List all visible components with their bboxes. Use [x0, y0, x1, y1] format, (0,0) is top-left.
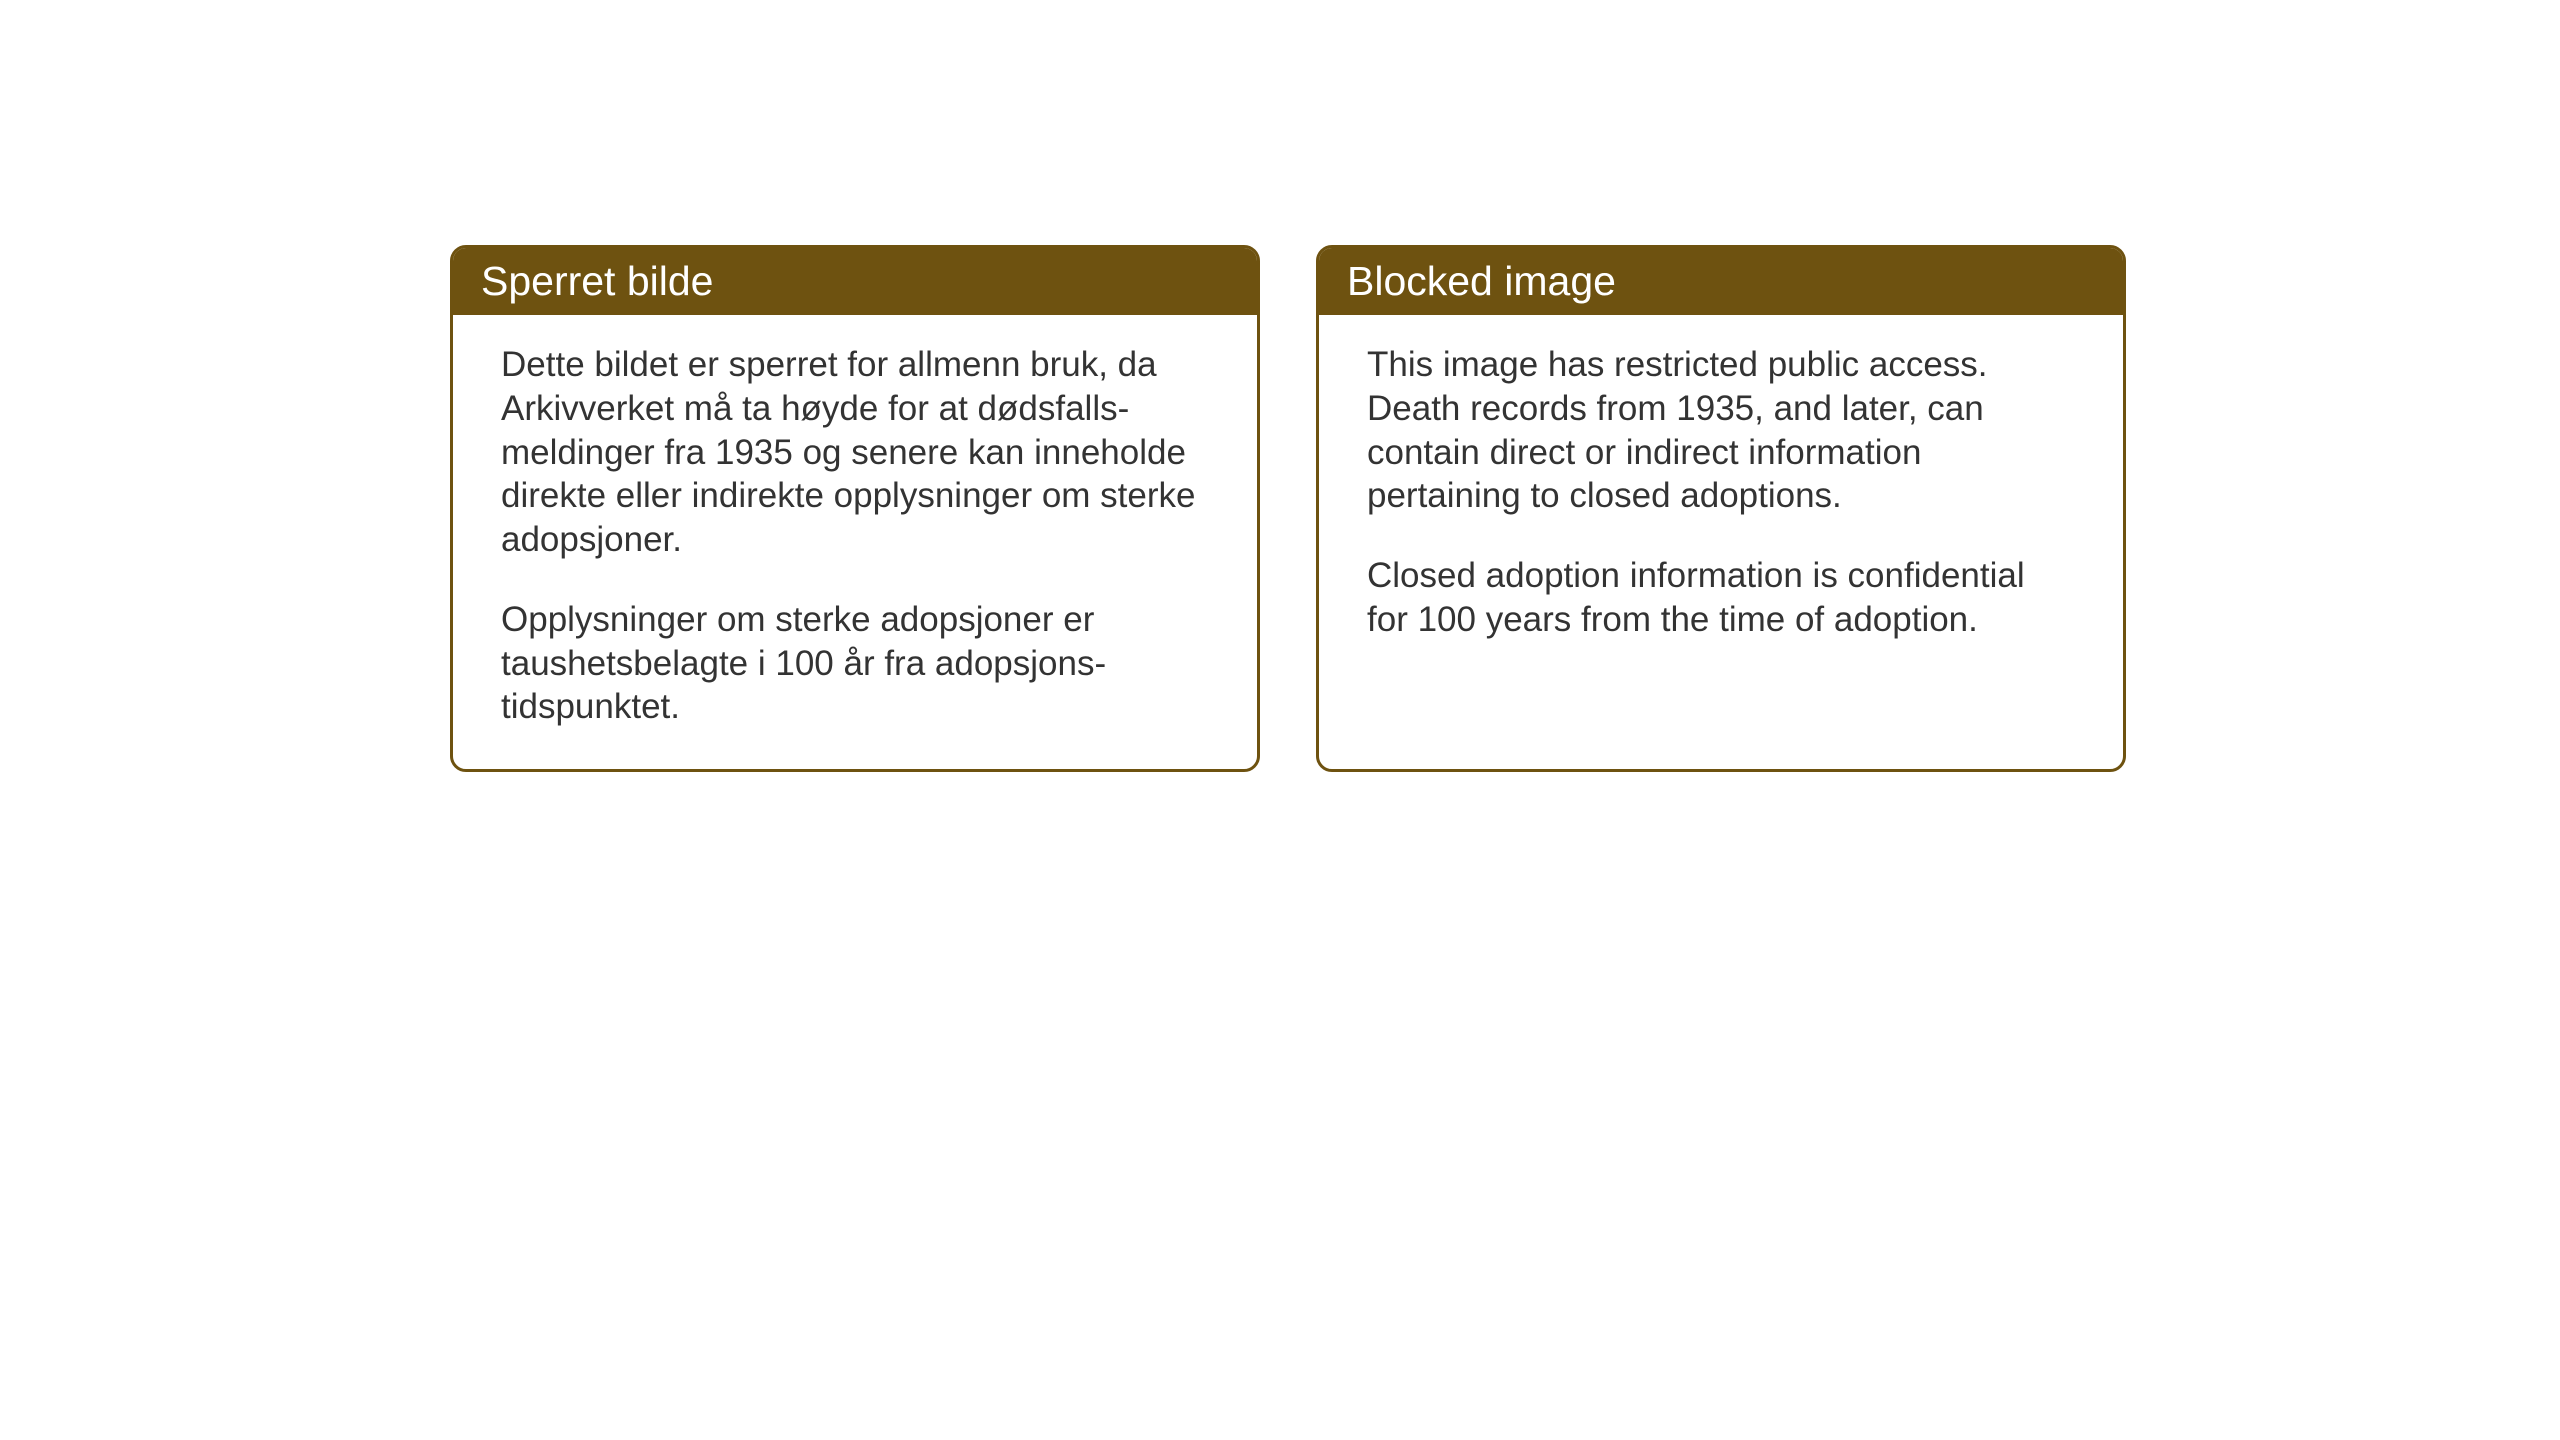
paragraph-1-norwegian: Dette bildet er sperret for allmenn bruk… [501, 343, 1209, 562]
card-title-norwegian: Sperret bilde [481, 258, 713, 304]
notice-container: Sperret bilde Dette bildet er sperret fo… [450, 245, 2126, 772]
card-title-english: Blocked image [1347, 258, 1616, 304]
notice-card-english: Blocked image This image has restricted … [1316, 245, 2126, 772]
notice-card-norwegian: Sperret bilde Dette bildet er sperret fo… [450, 245, 1260, 772]
paragraph-2-english: Closed adoption information is confident… [1367, 554, 2075, 642]
card-header-norwegian: Sperret bilde [453, 248, 1257, 315]
paragraph-1-english: This image has restricted public access.… [1367, 343, 2075, 518]
card-body-english: This image has restricted public access.… [1319, 315, 2123, 755]
card-body-norwegian: Dette bildet er sperret for allmenn bruk… [453, 315, 1257, 769]
paragraph-2-norwegian: Opplysninger om sterke adopsjoner er tau… [501, 598, 1209, 729]
card-header-english: Blocked image [1319, 248, 2123, 315]
